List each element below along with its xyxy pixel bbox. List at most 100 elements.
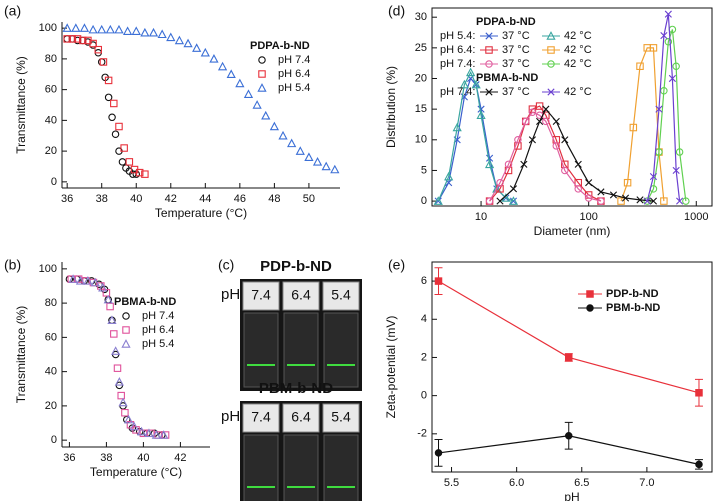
marker [484,159,495,169]
legend-marker [485,32,493,40]
marker [252,100,262,109]
marker [434,197,442,205]
vial-cap [242,403,280,433]
marker [477,105,485,113]
vial [323,312,359,388]
legend-row-label: pH 7.4: [440,86,475,98]
legend-marker [121,339,131,348]
marker [597,197,605,205]
marker [564,431,573,440]
marker [672,62,680,70]
marker [295,146,305,155]
marker [125,158,134,166]
legend-marker [546,31,556,40]
marker [129,421,139,431]
legend-label: 42 °C [564,58,592,70]
legend-marker [586,304,594,312]
legend-label: pH 6.4 [142,324,174,336]
marker [504,160,513,169]
marker [552,117,560,125]
legend-row-label: pH 5.4: [440,30,475,42]
ph-value: 7.4 [251,287,271,303]
y-tick-label: 25 [415,42,427,54]
x-axis-label: Temperature (°C) [155,206,247,220]
y-tick-label: 15 [415,103,427,115]
marker [94,45,103,54]
legend-label: 42 °C [564,44,592,56]
x-axis-label: Temperature (°C) [90,465,182,479]
marker [330,164,340,174]
marker [113,364,122,372]
y-tick-label: 80 [45,53,57,65]
legend-label: 42 °C [564,30,592,42]
marker [123,414,134,424]
marker [695,460,703,469]
x-tick-label: 46 [234,193,246,205]
marker [192,43,202,52]
vial-cap [282,403,320,433]
y-tick-label: 6 [421,275,427,287]
panel-label: (e) [388,257,405,273]
marker [159,430,169,439]
marker [269,121,280,131]
marker [98,282,108,292]
marker [235,78,245,88]
x-tick-label: 6.0 [509,477,524,489]
legend-marker [485,46,493,54]
marker [117,391,125,400]
marker [312,157,323,166]
marker [304,152,314,162]
marker [321,161,331,171]
marker [107,315,117,324]
ph-label: pH [221,408,240,425]
marker [63,35,71,43]
vial-cap [322,281,360,311]
marker [621,194,630,202]
marker [623,178,632,187]
marker [609,191,618,199]
marker [542,117,550,126]
series-line [646,29,687,202]
marker [561,136,569,144]
marker [672,166,680,175]
marker [434,449,443,457]
marker [261,110,271,120]
marker [471,79,481,89]
legend-marker [547,60,555,68]
legend-label: pH 7.4 [142,310,174,322]
x-tick-label: 36 [63,452,75,464]
x-tick-label: 10 [475,211,487,223]
marker [151,430,161,439]
legend-label: 37 °C [502,58,530,70]
marker [135,168,144,177]
marker [660,197,668,205]
panel-label: (b) [4,257,21,273]
marker [78,36,87,45]
marker [157,29,167,39]
marker [496,197,504,205]
x-tick-label: 44 [199,193,211,205]
marker [452,122,462,132]
x-tick-label: 100 [579,211,597,223]
marker [521,117,530,126]
ph-value: 5.4 [331,287,351,303]
marker [131,26,141,35]
marker [574,160,582,168]
legend-label: PDP-b-ND [606,288,659,300]
marker [88,24,98,34]
marker [110,330,118,338]
legend-marker [485,60,493,68]
marker [561,166,569,175]
legend-label: 37 °C [502,30,530,42]
marker [675,148,684,156]
marker [89,39,97,48]
marker [122,26,133,35]
y-tick-label: 10 [415,134,427,146]
marker [166,32,176,42]
legend-title: PBMA-b-ND [476,72,538,84]
marker [243,89,254,98]
legend-label: pH 7.4 [278,54,310,66]
marker [120,144,128,152]
legend-row-label: pH 7.4: [440,58,475,70]
series-line [489,105,602,202]
